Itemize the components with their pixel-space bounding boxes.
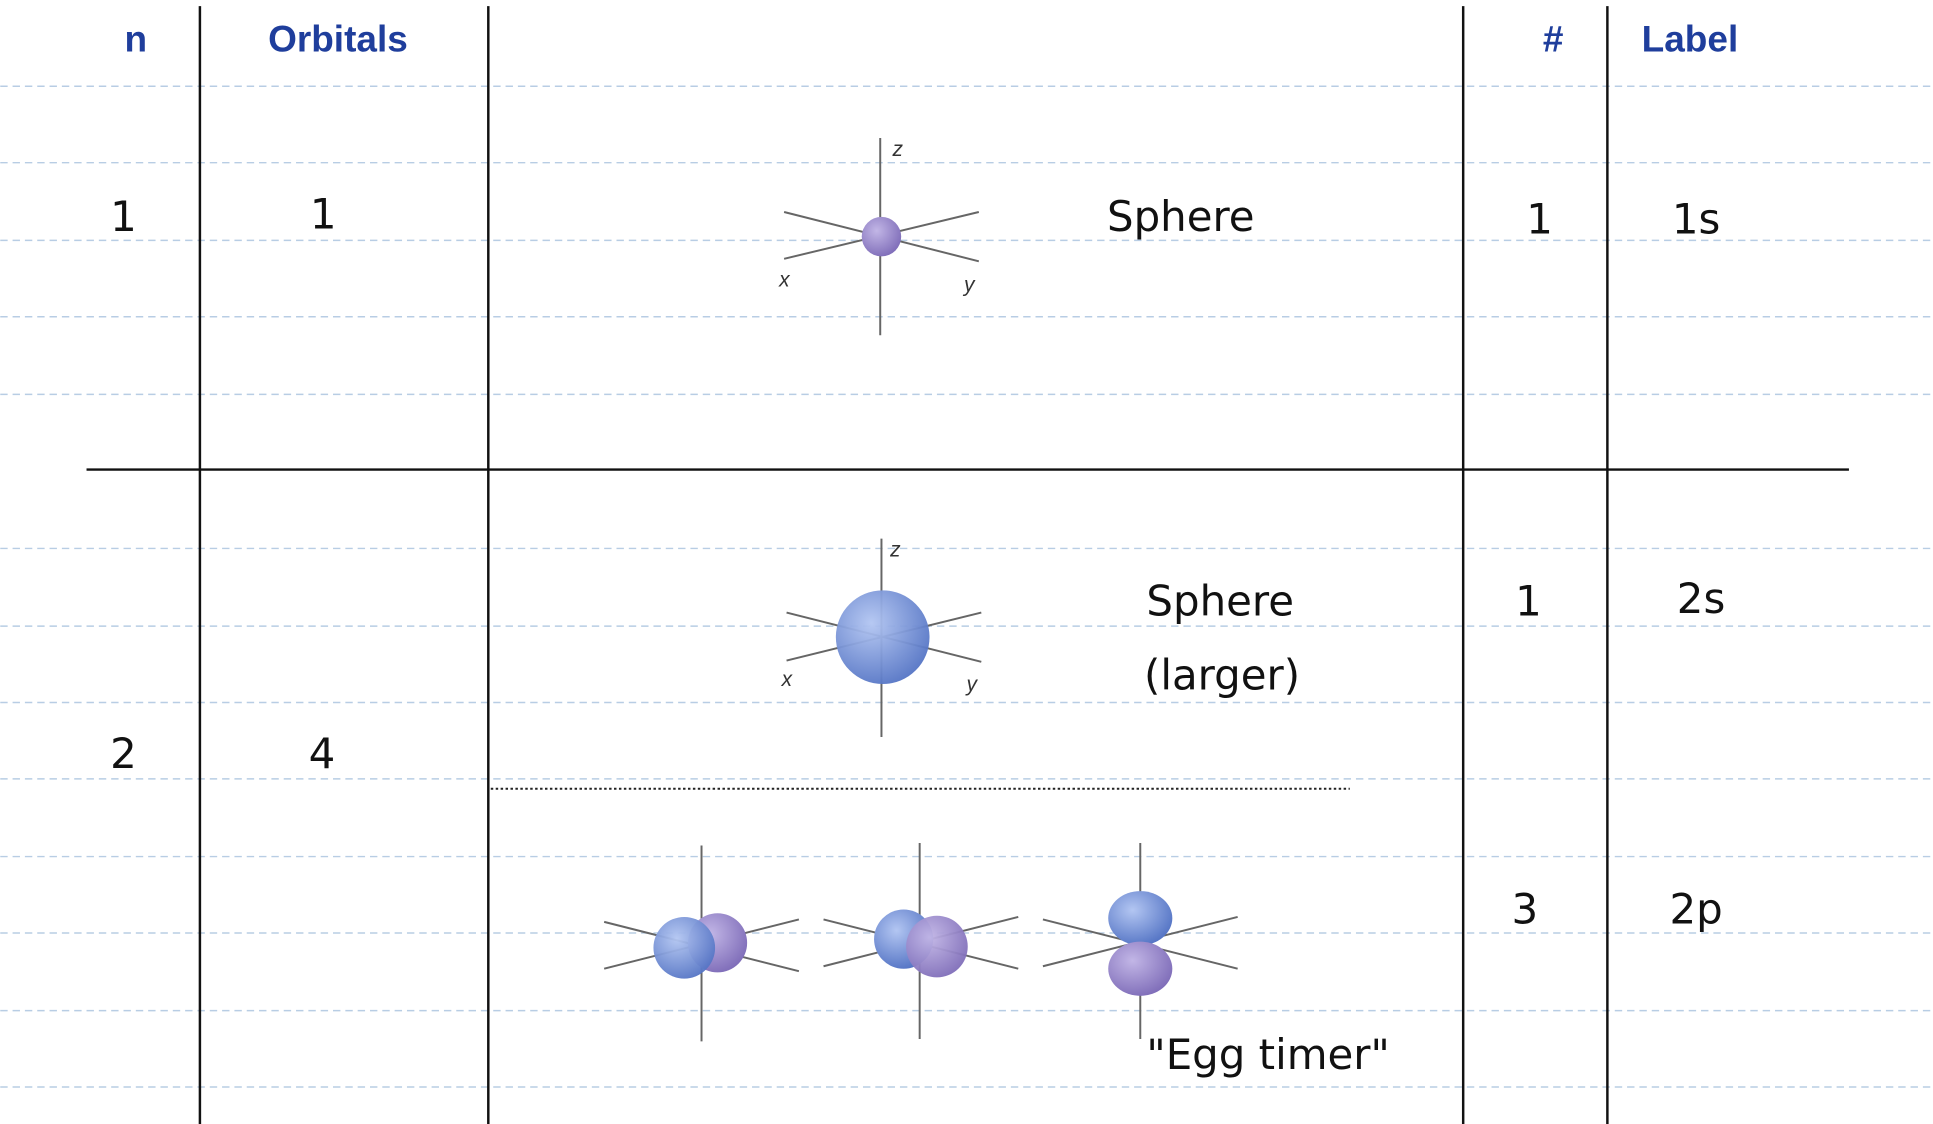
orbitals-value: 1 [310,189,337,238]
label: 2p [1669,885,1722,934]
axis-label: y [962,273,976,296]
axis-label: z [889,538,901,561]
axis-label: x [781,668,794,691]
orbitals-value: 4 [309,729,336,778]
shape-note: Sphere [1107,192,1255,241]
ruled-lines [0,85,1933,1088]
label: 2s [1677,574,1725,623]
axis-label: y [964,673,978,696]
count: 3 [1511,885,1538,934]
shape-note: "Egg timer" [1146,1030,1389,1079]
table-rules [86,6,1849,1124]
axis-label: z [892,138,904,161]
orbitals-2p [603,843,1238,1042]
header-n: n [125,19,148,60]
count: 1 [1515,576,1542,625]
axis-label: x [778,269,791,292]
header-count: # [1543,19,1564,60]
label: 1s [1672,194,1720,243]
orbital-2s: z x y [781,538,982,738]
n-value: 2 [110,729,137,778]
count: 1 [1526,194,1553,243]
shape-note: Sphere [1146,576,1294,625]
n-value: 1 [110,192,137,241]
orbital-1s: z x y [778,138,980,336]
header-label: Label [1642,19,1739,60]
shape-note: (larger) [1144,650,1300,699]
header-orbitals: Orbitals [268,19,408,60]
